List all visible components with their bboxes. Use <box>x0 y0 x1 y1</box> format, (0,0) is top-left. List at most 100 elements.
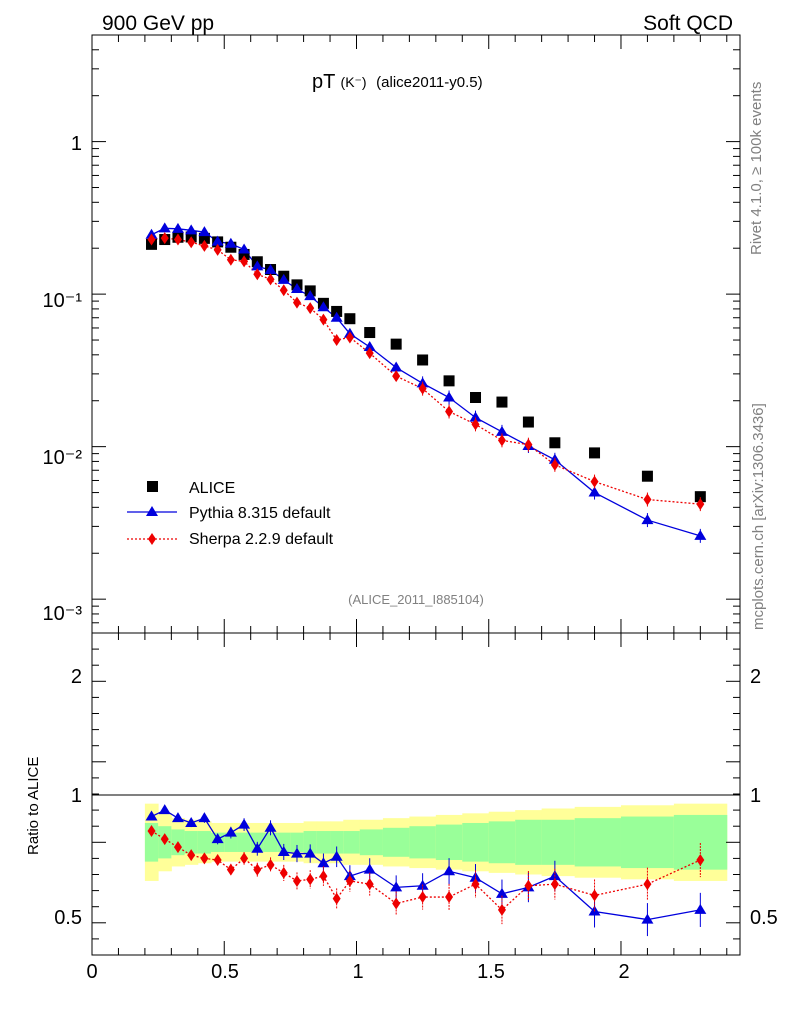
ratio-sherpa-point <box>213 854 222 867</box>
ratio-ytick-label-05-right: 0.5 <box>750 907 778 929</box>
xtick-label-0: 0 <box>86 961 97 983</box>
ratio-series <box>145 804 707 937</box>
alice-point <box>443 375 455 387</box>
sherpa-point <box>550 458 559 471</box>
ratio-pythia-point <box>317 857 330 868</box>
pythia-point <box>363 341 376 352</box>
ratio-band-inner <box>197 831 212 854</box>
ratio-sherpa-point <box>524 879 533 892</box>
ratio-band-inner <box>359 829 384 856</box>
plot-title-tag: (alice2011-y0.5) <box>376 74 482 91</box>
legend-pythia-label: Pythia 8.315 default <box>189 505 331 522</box>
ratio-pythia-point <box>145 810 158 821</box>
alice-point <box>364 327 376 339</box>
pythia-point <box>251 260 264 271</box>
sherpa-line <box>151 237 701 505</box>
sherpa-point <box>590 475 599 488</box>
pythia-point <box>211 235 224 246</box>
header-right: Soft QCD <box>643 12 733 35</box>
ratio-pythia-point <box>224 826 237 837</box>
pythia-point <box>238 243 251 254</box>
plot-title-particle: (K⁻) <box>341 74 367 90</box>
ratio-pythia-point <box>251 842 264 853</box>
legend-sherpa-label: Sherpa 2.2.9 default <box>189 531 334 548</box>
ratio-pythia-point <box>495 887 508 898</box>
ratio-sherpa-point <box>418 891 427 904</box>
legend-alice-marker <box>147 481 158 492</box>
ratio-sherpa-point <box>160 833 169 846</box>
sherpa-point <box>497 434 506 447</box>
sherpa-point <box>696 498 705 511</box>
xtick-label-1: 1 <box>352 961 363 983</box>
sherpa-point <box>240 255 249 268</box>
sherpa-point <box>213 243 222 256</box>
ratio-sherpa-point <box>332 892 341 905</box>
ratio-band-inner <box>620 816 675 869</box>
plot-title-main: pT <box>312 71 335 93</box>
ratio-band-inner <box>237 832 252 852</box>
ratio-sherpa-point <box>497 903 506 916</box>
alice-point <box>549 437 561 449</box>
pythia-point <box>198 226 211 237</box>
ratio-frame <box>91 632 741 956</box>
ratio-pythia-point <box>238 818 251 829</box>
ratio-band-inner <box>409 826 437 859</box>
ratio-ticks <box>91 633 740 955</box>
ratio-band-inner <box>263 832 278 852</box>
ratio-sherpa-point <box>319 870 328 883</box>
ratio-band-inner <box>330 831 344 854</box>
ratio-sherpa-point <box>226 863 235 876</box>
ratio-sherpa-point <box>173 841 182 854</box>
ratio-band-inner <box>382 827 410 857</box>
sherpa-point <box>345 331 354 344</box>
ratio-sherpa-point <box>365 878 374 891</box>
ratio-sherpa-point <box>306 873 315 886</box>
ratio-plot: 2 1 0.5 2 1 0.5 Ratio to ALICE 0 0.5 1 1… <box>25 632 778 983</box>
sherpa-point <box>173 233 182 246</box>
ratio-band-inner <box>224 832 238 852</box>
ratio-pythia-point <box>641 913 654 924</box>
x-tick-labels: 0 0.5 1 1.5 2 <box>86 961 629 983</box>
alice-point <box>331 305 343 317</box>
ratio-band-inner <box>316 831 331 854</box>
ratio-pythia-point <box>304 847 317 858</box>
ratio-pythia-point <box>158 804 171 815</box>
alice-point <box>390 338 402 350</box>
pythia-point <box>264 263 277 274</box>
ratio-band-inner <box>574 818 622 867</box>
ratio-sherpa-point <box>266 858 275 871</box>
ratio-pythia-point <box>264 821 277 832</box>
ratio-sherpa-point <box>471 878 480 891</box>
pythia-point <box>641 514 654 525</box>
ratio-pythia-point <box>694 903 707 914</box>
sherpa-point <box>332 334 341 347</box>
alice-point <box>694 491 706 503</box>
main-y-tick-labels: 1 10⁻¹ 10⁻² 10⁻³ <box>43 133 83 625</box>
alice-point <box>589 447 601 459</box>
ratio-pythia-point <box>363 863 376 874</box>
main-ytick-label-2: 10⁻¹ <box>43 290 83 312</box>
plot-title: pT (K⁻) (alice2011-y0.5) <box>312 70 483 93</box>
main-ticks <box>91 34 740 634</box>
ratio-pythia-point <box>171 812 184 823</box>
ratio-y-axis-label: Ratio to ALICE <box>25 757 42 855</box>
xtick-label-2: 2 <box>618 961 629 983</box>
pythia-point <box>694 529 707 540</box>
ratio-band-inner <box>343 831 361 854</box>
pythia-point <box>171 222 184 233</box>
main-plot: 1 10⁻¹ 10⁻² 10⁻³ pT (K⁻) (alice2011-y0.5… <box>43 34 741 634</box>
ratio-band-inner <box>515 819 543 865</box>
ratio-pythia-point <box>198 812 211 823</box>
sherpa-point <box>365 347 374 360</box>
legend-pythia-marker <box>146 506 158 516</box>
ratio-pythia-point <box>390 881 403 892</box>
ratio-pythia-point <box>330 850 343 861</box>
ratio-band-inner <box>303 831 318 854</box>
ratio-pythia-point <box>443 865 456 876</box>
ratio-ytick-label-2-right: 2 <box>750 666 761 688</box>
ratio-band-inner <box>488 821 516 864</box>
xtick-label-1.5: 1.5 <box>477 961 505 983</box>
ratio-ytick-label-05-left: 0.5 <box>54 907 82 929</box>
pythia-point <box>390 361 403 372</box>
